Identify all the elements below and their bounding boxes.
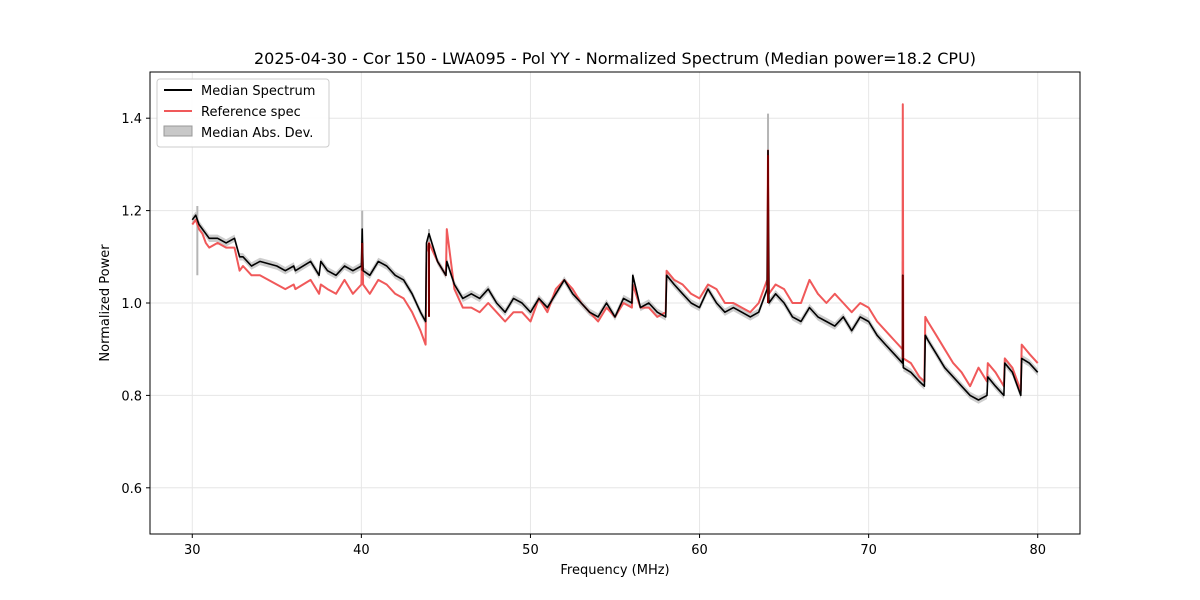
legend: Median Spectrum Reference spec Median Ab… [156, 78, 330, 148]
median-spectrum-line [191, 149, 1039, 401]
plot-area [191, 103, 1039, 404]
y-tick-label: 1.0 [121, 297, 142, 312]
x-tick-label: 40 [353, 543, 370, 558]
y-tick-label: 0.6 [121, 482, 142, 497]
legend-swatch-mad [163, 125, 193, 137]
x-tick-label: 70 [860, 543, 877, 558]
legend-label-mad: Median Abs. Dev. [201, 126, 313, 141]
x-tick-label: 50 [522, 543, 539, 558]
reference-spectrum-line [191, 103, 1039, 392]
legend-label-median: Median Spectrum [201, 84, 315, 99]
y-tick-label: 1.4 [121, 112, 142, 127]
x-tick-label: 60 [691, 543, 708, 558]
x-axis-label: Frequency (MHz) [560, 563, 669, 578]
y-tick-label: 0.8 [121, 389, 142, 404]
y-axis-ticks: 0.6 0.8 1.0 1.2 1.4 [121, 112, 150, 497]
x-tick-label: 30 [184, 543, 201, 558]
y-axis-label: Normalized Power [98, 244, 113, 362]
chart-title: 2025-04-30 - Cor 150 - LWA095 - Pol YY -… [254, 49, 976, 68]
series-lines [191, 103, 1039, 401]
y-tick-label: 1.2 [121, 205, 142, 220]
legend-box [156, 78, 330, 148]
x-tick-label: 80 [1029, 543, 1046, 558]
grid [150, 72, 1080, 534]
legend-label-reference: Reference spec [201, 105, 301, 120]
x-axis-ticks: 30 40 50 60 70 80 [184, 534, 1046, 558]
